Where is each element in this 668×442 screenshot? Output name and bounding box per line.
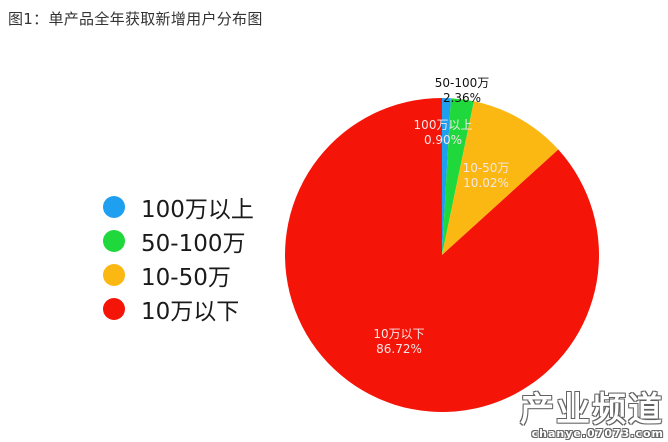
legend-dot-icon [103,264,125,286]
slice-label-10-50w: 10-50万 10.02% [454,161,518,191]
legend-item-10-50w: 10-50万 [103,258,254,292]
legend-item-50-100w: 50-100万 [103,224,254,258]
legend-dot-icon [103,230,125,252]
slice-label-name: 100万以上 [413,118,473,132]
slice-label-value: 10.02% [463,176,509,190]
slice-label-name: 10万以下 [373,327,425,341]
watermark-main: 产业频道 [520,390,664,430]
watermark-sub: chanye.07073.com [531,427,664,440]
legend-dot-icon [103,298,125,320]
legend-item-100w-plus: 100万以上 [103,190,254,224]
chart-title: 图1：单产品全年获取新增用户分布图 [8,10,263,28]
legend-item-under-10w: 10万以下 [103,292,254,326]
legend-dot-icon [103,196,125,218]
slice-50-100w [442,98,474,256]
slice-label-value: 2.36% [442,91,482,105]
slice-label-value: 0.90% [423,133,463,147]
legend: 100万以上 50-100万 10-50万 10万以下 [103,190,254,326]
slice-label-value: 86.72% [376,342,422,356]
slice-label-name: 10-50万 [462,161,510,175]
legend-label: 50-100万 [141,231,246,257]
slice-label-under-10w: 10万以下 86.72% [364,327,434,357]
legend-label: 100万以上 [141,197,254,223]
legend-label: 10万以下 [141,299,240,325]
slice-10-50w [442,101,559,256]
slice-label-name: 50-100万 [434,76,490,90]
slice-100w-plus [442,98,451,255]
slice-label-50-100w: 50-100万 2.36% [424,76,500,106]
watermark: 产业频道 chanye.07073.com [520,392,664,440]
slice-label-100w-plus: 100万以上 0.90% [406,118,480,148]
legend-label: 10-50万 [141,265,231,291]
slice-under-10w [285,97,599,412]
